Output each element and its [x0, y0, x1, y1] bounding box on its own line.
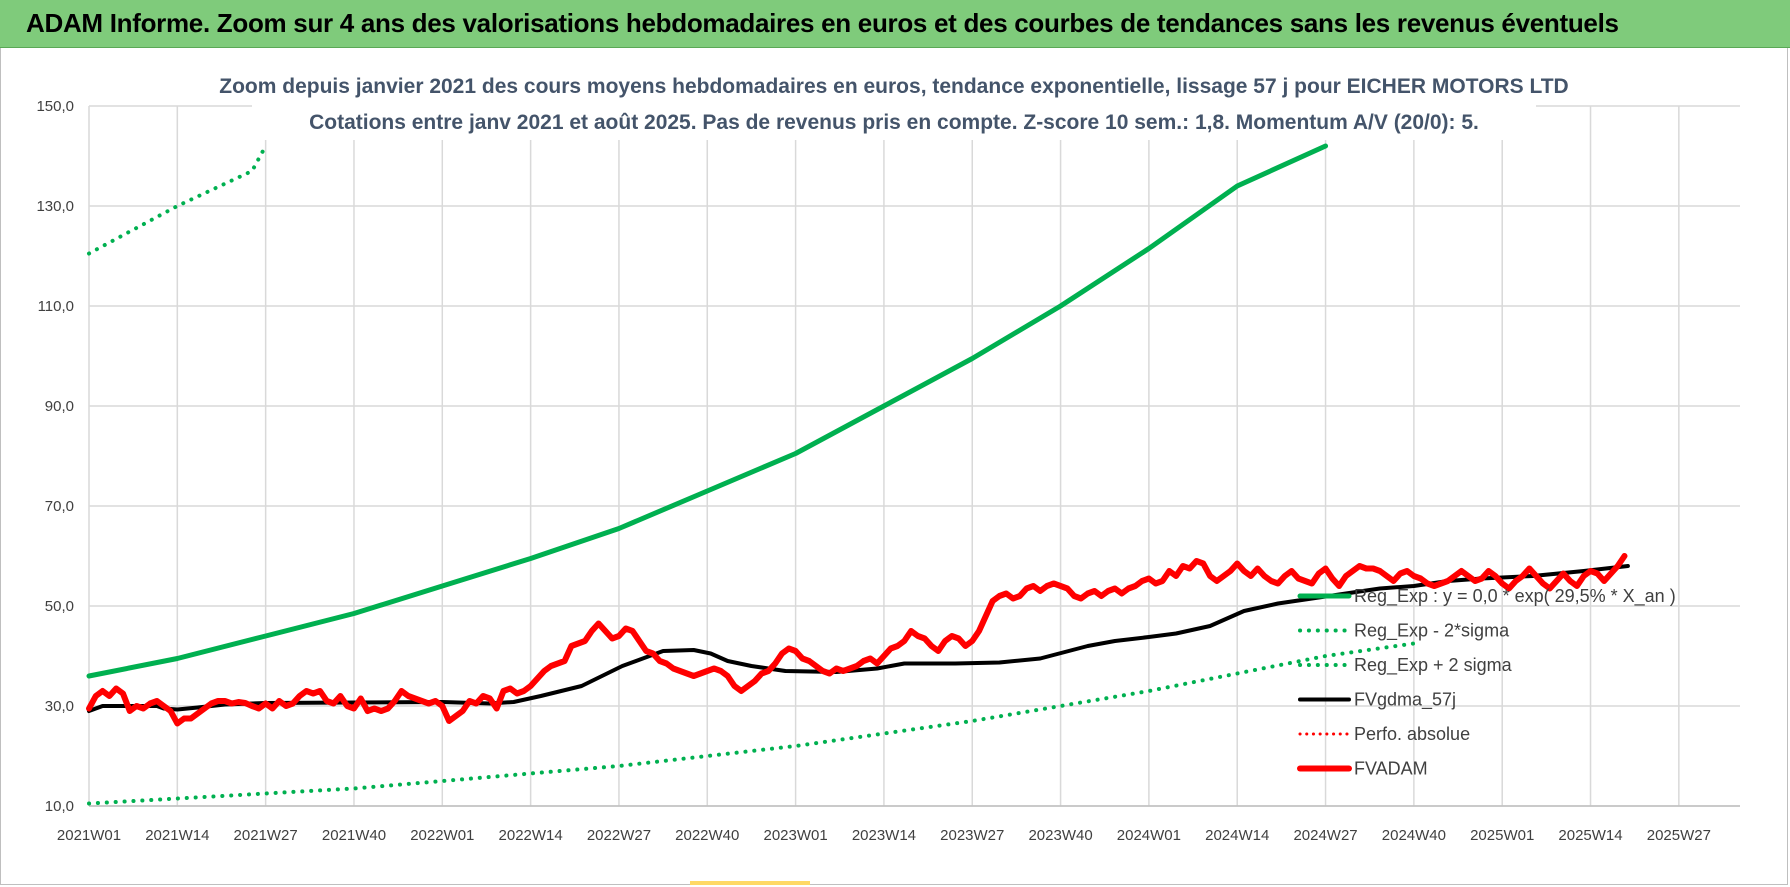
x-tick-label: 2022W14 — [499, 827, 563, 844]
x-tick-label: 2023W14 — [852, 827, 916, 844]
x-tick-label: 2025W14 — [1558, 827, 1622, 844]
legend-label: Reg_Exp : y = 0,0 * exp( 29,5% * X_an ) — [1354, 586, 1676, 607]
x-tick-label: 2024W14 — [1205, 827, 1269, 844]
chart-axis-labels: 10,0 30,0 50,0 70,0 90,0 110,0 130,0 150,0 2021W… — [36, 98, 1711, 844]
y-tick-label: 70,0 — [45, 498, 74, 515]
y-tick-label: 110,0 — [38, 298, 74, 315]
series-line-2 — [87, 144, 268, 256]
y-tick-label: 10,0 — [45, 798, 74, 815]
legend-label: Reg_Exp - 2*sigma — [1354, 621, 1510, 642]
x-tick-label: 2023W01 — [763, 827, 827, 844]
legend-label: Reg_Exp + 2 sigma — [1354, 655, 1513, 676]
x-tick-label: 2022W01 — [410, 827, 474, 844]
x-tick-label: 2021W14 — [145, 827, 209, 844]
legend-label: FVgdma_57j — [1354, 690, 1456, 711]
x-tick-label: 2022W40 — [675, 827, 739, 844]
chart-title: Zoom depuis janvier 2021 des cours moyen… — [219, 75, 1568, 98]
x-tick-label: 2023W40 — [1028, 827, 1092, 844]
x-tick-label: 2024W27 — [1293, 827, 1357, 844]
y-tick-label: 90,0 — [45, 398, 74, 415]
x-tick-label: 2021W27 — [234, 827, 298, 844]
x-tick-label: 2021W01 — [57, 827, 121, 844]
y-tick-label: 50,0 — [45, 598, 74, 615]
series-line-1 — [87, 641, 1416, 806]
legend-label: FVADAM — [1354, 759, 1428, 779]
x-tick-label: 2022W27 — [587, 827, 651, 844]
chart-legend: Reg_Exp : y = 0,0 * exp( 29,5% * X_an ) R… — [1297, 586, 1676, 779]
legend-label: Perfo. absolue — [1354, 724, 1470, 744]
bottom-accent-bar — [690, 881, 810, 885]
y-tick-label: 150,0 — [36, 98, 74, 115]
series-line-5 — [86, 553, 1628, 727]
y-tick-label: 130,0 — [36, 198, 74, 215]
x-tick-label: 2023W27 — [940, 827, 1004, 844]
chart-title-background — [252, 66, 1536, 140]
chart-subtitle: Cotations entre janv 2021 et août 2025. … — [309, 111, 1479, 134]
x-tick-label: 2024W01 — [1117, 827, 1181, 844]
report-banner: ADAM Informe. Zoom sur 4 ans des valoris… — [0, 0, 1790, 48]
x-tick-label: 2025W01 — [1470, 827, 1534, 844]
x-tick-label: 2024W40 — [1382, 827, 1446, 844]
x-tick-label: 2025W27 — [1647, 827, 1711, 844]
report-title: ADAM Informe. Zoom sur 4 ans des valoris… — [26, 8, 1619, 38]
series-line-0 — [86, 143, 1329, 679]
y-tick-label: 30,0 — [45, 698, 74, 715]
x-tick-label: 2021W40 — [322, 827, 386, 844]
